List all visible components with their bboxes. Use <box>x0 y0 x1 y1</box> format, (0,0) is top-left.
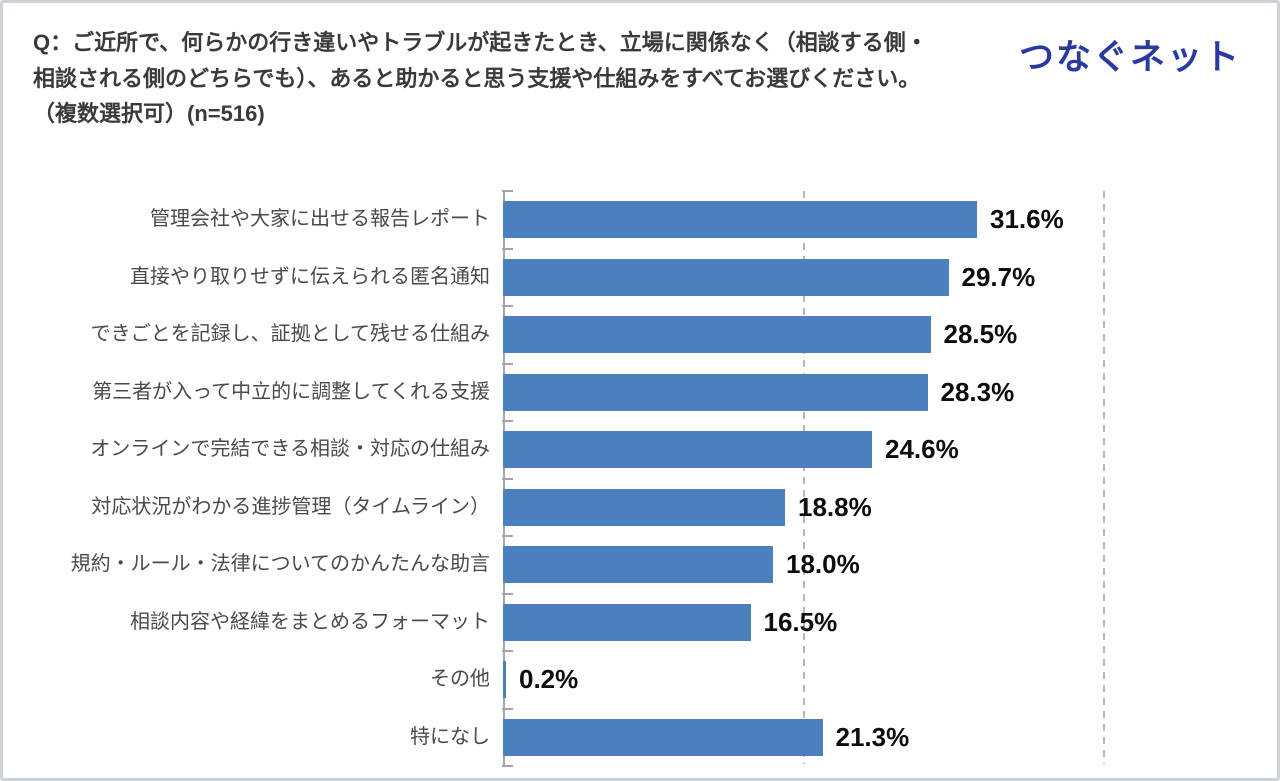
axis-tick <box>502 362 513 365</box>
category-label: 規約・ルール・法律についてのかんたんな助言 <box>70 553 490 576</box>
bar-chart: 管理会社や大家に出せる報告レポート 31.6% 直接やり取りせずに伝えられる匿名通知… <box>33 190 1253 767</box>
category-label: できごとを記録し、証拠として残せる仕組み <box>90 323 490 346</box>
chart-row: 直接やり取りせずに伝えられる匿名通知 29.7% <box>33 249 1253 307</box>
value-label: 24.6% <box>885 434 959 465</box>
plot-area: 0.2% <box>503 651 1253 709</box>
value-label: 16.5% <box>763 606 838 637</box>
chart-row: 管理会社や大家に出せる報告レポート 31.6% <box>33 191 1253 249</box>
plot-area: 28.5% <box>503 306 1253 364</box>
category-label: 管理会社や大家に出せる報告レポート <box>150 208 490 231</box>
tsunagu-net-logo: つなぐネット <box>1018 38 1241 77</box>
axis-tick <box>502 247 513 250</box>
chart-row: 対応状況がわかる進捗管理（タイムライン） 18.8% <box>33 479 1253 537</box>
axis-tick <box>502 765 513 767</box>
chart-row: できごとを記録し、証拠として残せる仕組み 28.5% <box>33 306 1253 364</box>
value-label: 18.0% <box>786 549 860 580</box>
axis-tick <box>502 190 513 192</box>
axis-tick <box>502 592 513 595</box>
axis-tick <box>502 650 513 652</box>
category-label: その他 <box>430 668 490 691</box>
bar <box>503 603 751 641</box>
plot-area: 18.0% <box>503 536 1253 594</box>
value-label: 28.3% <box>940 376 1015 407</box>
bar <box>503 201 977 239</box>
chart-row: その他 0.2% <box>33 651 1253 709</box>
axis-tick <box>502 707 513 710</box>
plot-area: 21.3% <box>503 709 1253 767</box>
bar <box>503 316 931 354</box>
gridline-20-percent <box>803 191 805 764</box>
value-label: 21.3% <box>835 721 910 752</box>
plot-area: 29.7% <box>503 249 1253 307</box>
category-label: 相談内容や経緯をまとめるフォーマット <box>130 610 490 633</box>
axis-tick <box>502 477 513 480</box>
plot-area: 31.6% <box>503 191 1253 249</box>
category-label: 対応状況がわかる進捗管理（タイムライン） <box>91 495 490 518</box>
gridline-40-percent <box>1103 191 1105 764</box>
chart-row: 第三者が入って中立的に調整してくれる支援 28.3% <box>33 364 1253 422</box>
value-label: 0.2% <box>519 664 579 695</box>
bar <box>503 488 785 526</box>
category-label: 特になし <box>410 725 490 748</box>
chart-row: 規約・ルール・法律についてのかんたんな助言 18.0% <box>33 536 1253 594</box>
chart-row: 特になし 21.3% <box>33 709 1253 767</box>
plot-area: 28.3% <box>503 364 1253 422</box>
bar <box>503 431 872 469</box>
chart-row: 相談内容や経緯をまとめるフォーマット 16.5% <box>33 594 1253 652</box>
axis-tick <box>502 305 513 307</box>
question-text: Q：ご近所で、何らかの行き違いやトラブルが起きたとき、立場に関係なく（相談する側… <box>33 30 928 127</box>
value-label: 18.8% <box>798 491 872 522</box>
chart-row: オンラインで完結できる相談・対応の仕組み 24.6% <box>33 421 1253 479</box>
axis-tick <box>502 420 513 422</box>
bar <box>503 373 928 411</box>
plot-area: 18.8% <box>503 479 1253 537</box>
chart-rows: 管理会社や大家に出せる報告レポート 31.6% 直接やり取りせずに伝えられる匿名通知… <box>33 191 1253 766</box>
category-label: 第三者が入って中立的に調整してくれる支援 <box>92 380 490 403</box>
bar <box>503 258 949 296</box>
plot-area: 16.5% <box>503 594 1253 652</box>
category-label: 直接やり取りせずに伝えられる匿名通知 <box>130 265 490 288</box>
bar <box>503 718 823 756</box>
value-label: 29.7% <box>961 261 1036 292</box>
axis-tick <box>502 535 513 537</box>
value-label: 31.6% <box>990 204 1064 235</box>
value-label: 28.5% <box>943 319 1018 350</box>
bar <box>503 546 773 584</box>
bar <box>503 661 506 699</box>
category-label: オンラインで完結できる相談・対応の仕組み <box>90 438 490 461</box>
plot-area: 24.6% <box>503 421 1253 479</box>
